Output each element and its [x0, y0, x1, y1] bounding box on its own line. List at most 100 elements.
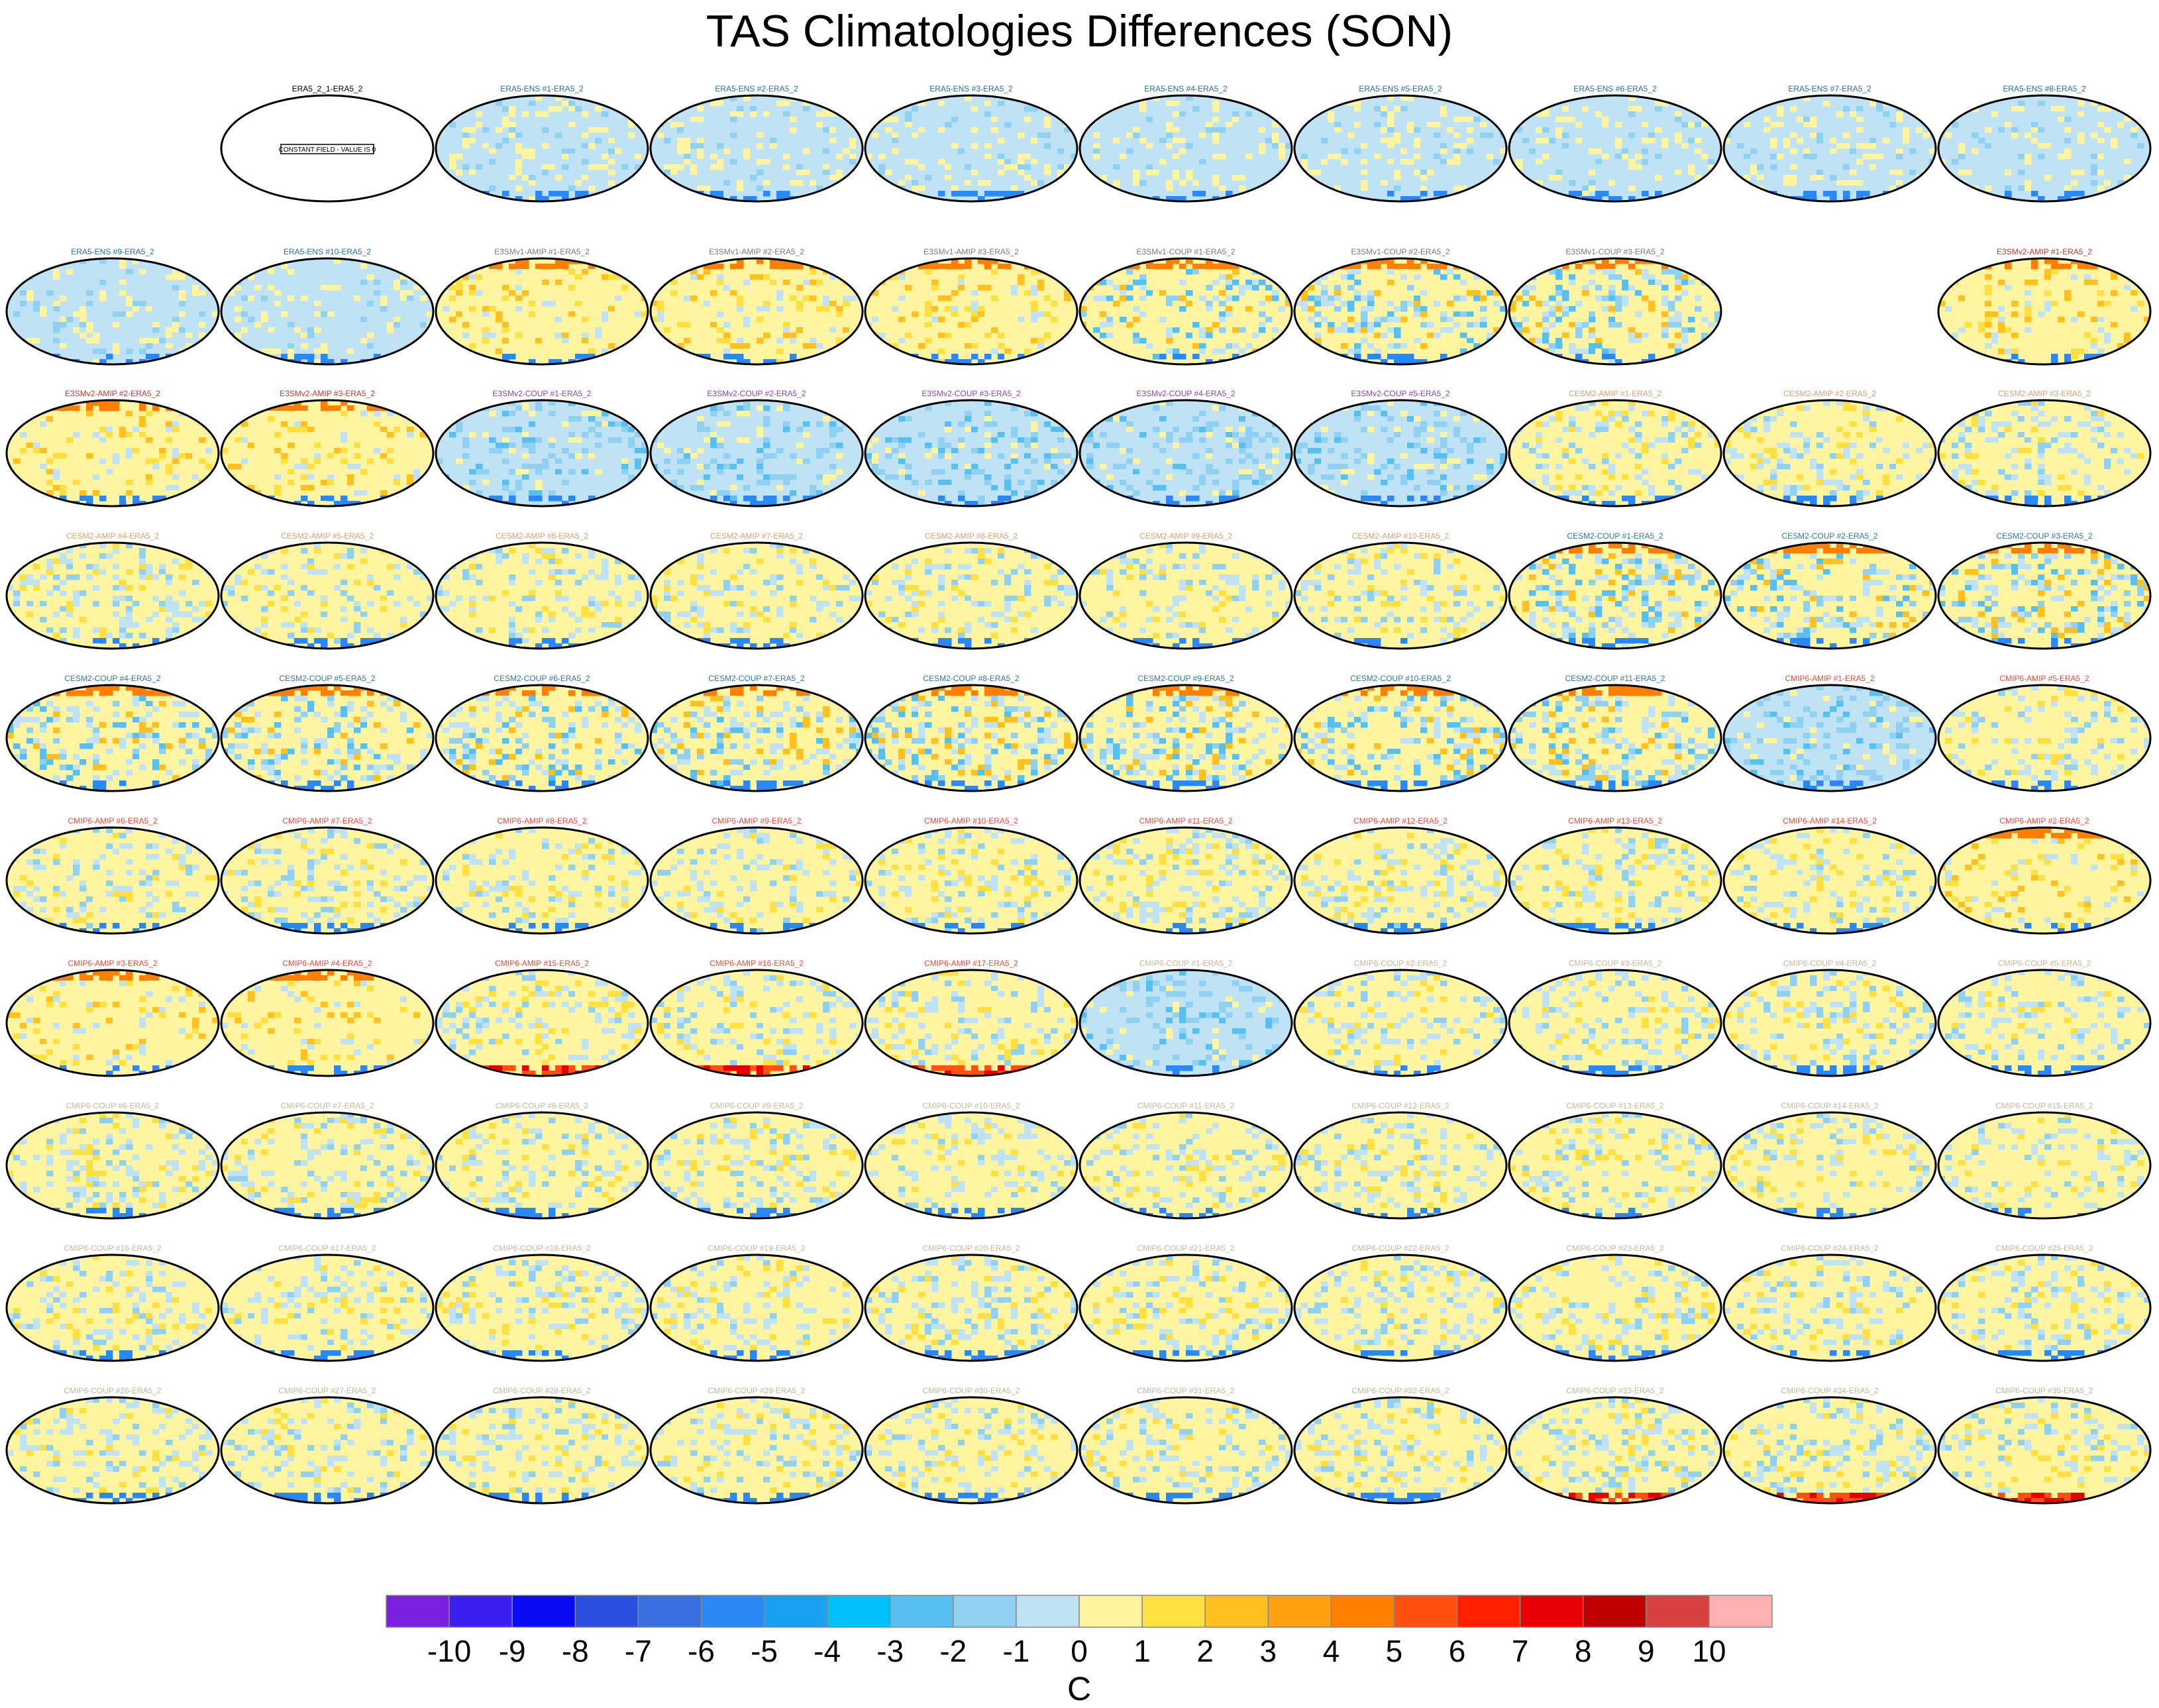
panel-label: ERA5-ENS #3-ERA5_2: [929, 84, 1013, 93]
map-panel: CESM2-COUP #6-ERA5_2: [435, 674, 649, 792]
map-panel: CMIP6-COUP #25-ERA5_2: [1937, 1244, 2152, 1362]
map-panel: CESM2-COUP #1-ERA5_2: [1508, 531, 1722, 650]
map-panel: CESM2-COUP #7-ERA5_2: [649, 674, 864, 792]
panel-label: CESM2-AMIP #1-ERA5_2: [1569, 389, 1661, 398]
map-border: [220, 541, 435, 650]
temperature-field: [436, 258, 648, 364]
panel-label: CESM2-COUP #10-ERA5_2: [1350, 674, 1451, 683]
map-panel: E3SMv2-AMIP #1-ERA5_2: [1937, 247, 2152, 366]
panel-label: CMIP6-COUP #18-ERA5_2: [493, 1244, 590, 1253]
map-panel: CMIP6-COUP #21-ERA5_2: [1079, 1244, 1293, 1362]
map-panel: E3SMv1-COUP #2-ERA5_2: [1293, 247, 1508, 366]
panel-label: CMIP6-COUP #35-ERA5_2: [1995, 1386, 2093, 1395]
panel-label: CMIP6-COUP #15-ERA5_2: [1995, 1101, 2093, 1110]
panel-label: ERA5-ENS #4-ERA5_2: [1144, 84, 1228, 93]
temperature-field: [221, 1255, 433, 1361]
panel-label: CMIP6-AMIP #8-ERA5_2: [497, 816, 586, 826]
temperature-field: [865, 258, 1077, 364]
temperature-field: [1724, 95, 1936, 201]
map-border: [1293, 541, 1508, 650]
map-border: [1293, 826, 1508, 935]
map-border: [220, 399, 435, 507]
map-border: [5, 257, 220, 366]
panel-label: CMIP6-AMIP #16-ERA5_2: [710, 959, 804, 968]
map-border: [220, 684, 435, 792]
map-panel: ERA5-ENS #10-ERA5_2: [220, 247, 435, 366]
map-border: [1722, 1396, 1937, 1505]
map-panel: CMIP6-COUP #4-ERA5_2: [1722, 959, 1937, 1077]
panel-label: ERA5-ENS #5-ERA5_2: [1359, 84, 1442, 93]
panel-label: CMIP6-COUP #5-ERA5_2: [1998, 959, 2091, 968]
temperature-field: [865, 95, 1077, 201]
temperature-field: [1724, 543, 1936, 649]
panel-label: CMIP6-COUP #9-ERA5_2: [710, 1101, 804, 1110]
panel-label: E3SMv2-AMIP #3-ERA5_2: [280, 389, 375, 398]
map-border: [5, 1254, 220, 1362]
map-border: [1937, 1111, 2152, 1220]
map-panel: CMIP6-COUP #28-ERA5_2: [435, 1386, 649, 1505]
map-border: [1722, 541, 1937, 650]
panel-label: CESM2-COUP #3-ERA5_2: [1996, 531, 2092, 541]
map-panel: CMIP6-AMIP #10-ERA5_2: [864, 816, 1079, 935]
map-border: [1937, 969, 2152, 1077]
panel-label: CESM2-COUP #8-ERA5_2: [923, 674, 1019, 683]
map-panel: E3SMv2-AMIP #2-ERA5_2: [5, 389, 220, 507]
map-border: [220, 257, 435, 366]
map-border: [5, 1111, 220, 1220]
map-panel: CESM2-AMIP #3-ERA5_2: [1937, 389, 2152, 507]
panel-label: CMIP6-AMIP #12-ERA5_2: [1353, 816, 1448, 826]
map-border: [220, 1111, 435, 1220]
map-panel: CESM2-COUP #3-ERA5_2: [1937, 531, 2152, 650]
panel-label: CESM2-AMIP #5-ERA5_2: [281, 531, 374, 541]
map-border: [1508, 1254, 1722, 1362]
panel-label: ERA5-ENS #2-ERA5_2: [715, 84, 798, 93]
panel-label: CESM2-COUP #11-ERA5_2: [1565, 674, 1665, 683]
map-border: [220, 1396, 435, 1505]
panel-label: CMIP6-COUP #28-ERA5_2: [493, 1386, 590, 1395]
panel-label: CESM2-AMIP #7-ERA5_2: [710, 531, 803, 541]
map-border: [1508, 399, 1722, 507]
map-panel: CMIP6-COUP #10-ERA5_2: [864, 1101, 1079, 1220]
map-panel: CMIP6-COUP #3-ERA5_2: [1508, 959, 1722, 1077]
map-panel: CMIP6-COUP #14-ERA5_2: [1722, 1101, 1937, 1220]
map-panel: CMIP6-AMIP #12-ERA5_2: [1293, 816, 1508, 935]
map-border: [864, 1111, 1079, 1220]
map-border: [1508, 969, 1722, 1077]
map-border: [649, 1254, 864, 1362]
temperature-field: [436, 400, 648, 506]
panel-label: CMIP6-AMIP #15-ERA5_2: [495, 959, 589, 968]
map-panel: CMIP6-COUP #33-ERA5_2: [1508, 1386, 1722, 1505]
map-panel: CMIP6-COUP #15-ERA5_2: [1937, 1101, 2152, 1220]
map-panel: CESM2-COUP #11-ERA5_2: [1508, 674, 1722, 792]
map-panel: ERA5-ENS #1-ERA5_2: [435, 84, 649, 203]
map-panel: CMIP6-COUP #34-ERA5_2: [1722, 1386, 1937, 1505]
map-border: [864, 94, 1079, 203]
panel-label: CMIP6-COUP #16-ERA5_2: [64, 1244, 161, 1253]
map-panel: ERA5_2_1-ERA5_2 CONSTANT FIELD - VALUE IS…: [220, 84, 435, 203]
map-panel: ERA5-ENS #5-ERA5_2: [1293, 84, 1508, 203]
panel-label: CMIP6-AMIP #9-ERA5_2: [711, 816, 801, 826]
map-panel: CESM2-AMIP #1-ERA5_2: [1508, 389, 1722, 507]
map-border: [1293, 1254, 1508, 1362]
panel-label: CMIP6-AMIP #13-ERA5_2: [1568, 816, 1662, 826]
panel-label: CMIP6-COUP #19-ERA5_2: [708, 1244, 805, 1253]
map-border: [649, 399, 864, 507]
map-panel: CMIP6-AMIP #11-ERA5_2: [1079, 816, 1293, 935]
map-border: [220, 969, 435, 1077]
map-border: [220, 826, 435, 935]
temperature-field: [865, 543, 1077, 649]
map-border: [1937, 399, 2152, 507]
panel-label: CMIP6-COUP #12-ERA5_2: [1351, 1101, 1449, 1110]
map-panel: CESM2-COUP #9-ERA5_2: [1079, 674, 1293, 792]
map-panel: CMIP6-AMIP #13-ERA5_2: [1508, 816, 1722, 935]
map-border: [435, 1111, 649, 1220]
map-border: [1079, 969, 1293, 1077]
map-border: [1937, 1396, 2152, 1505]
map-border: [649, 684, 864, 792]
panel-label: CESM2-AMIP #8-ERA5_2: [925, 531, 1018, 541]
map-border: [435, 1254, 649, 1362]
panel-label: CESM2-AMIP #9-ERA5_2: [1139, 531, 1232, 541]
map-panel: CMIP6-AMIP #17-ERA5_2: [864, 959, 1079, 1077]
map-panel: CMIP6-AMIP #14-ERA5_2: [1722, 816, 1937, 935]
map-border: [1937, 826, 2152, 935]
